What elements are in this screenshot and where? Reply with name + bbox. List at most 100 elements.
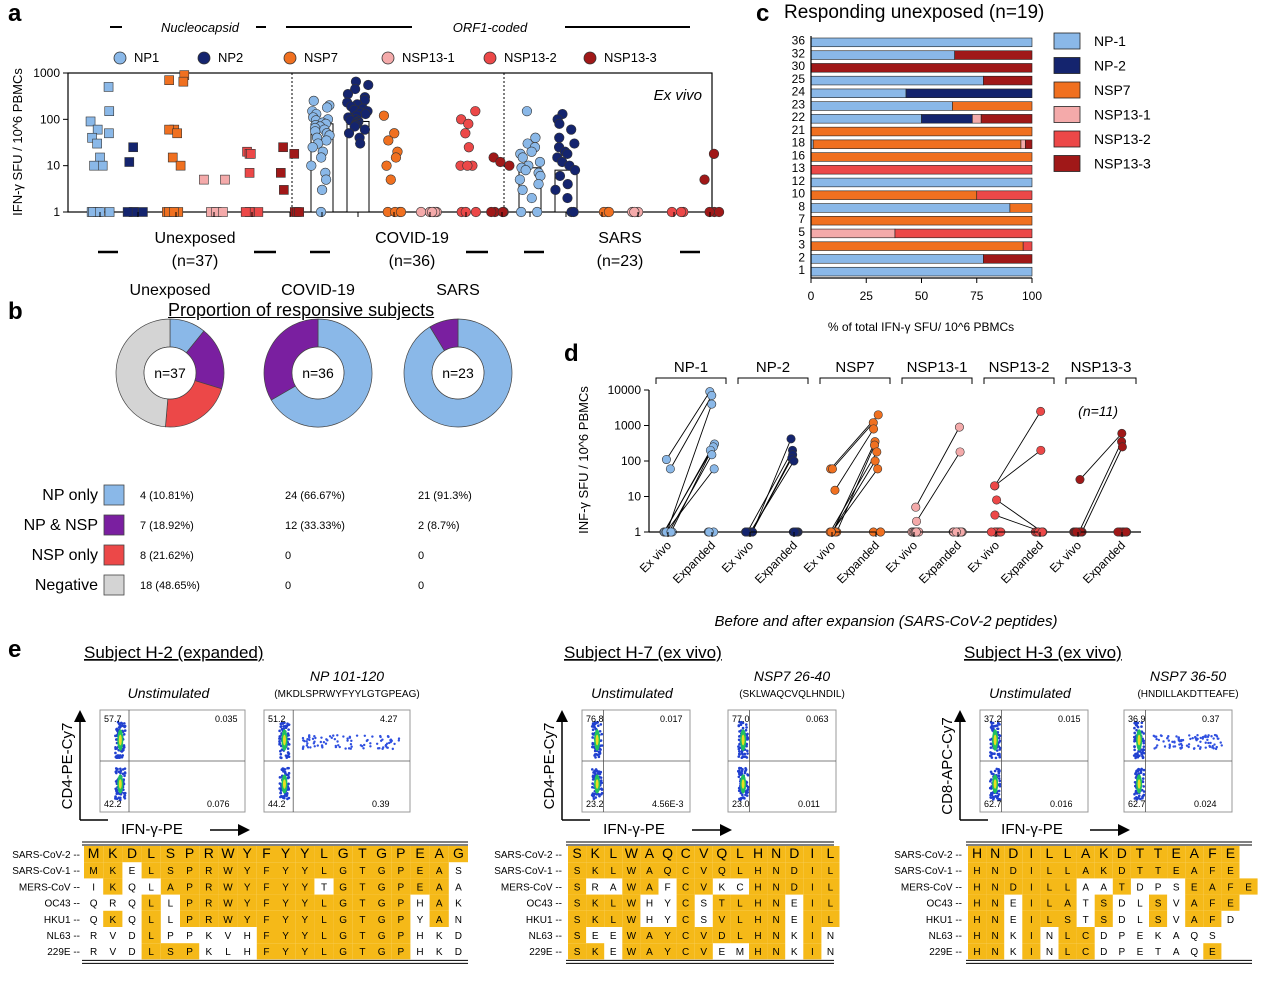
cell-dot	[122, 745, 126, 749]
residue: E	[415, 845, 424, 861]
data-point-np1	[517, 152, 528, 163]
data-point-nsp13-3	[708, 148, 720, 159]
peptide-name: NP 101-120	[310, 668, 384, 684]
group-name: NSP13-3	[1071, 359, 1132, 376]
residue: L	[827, 845, 835, 861]
data-point-np1	[306, 160, 317, 171]
pair-line	[668, 454, 713, 533]
data-point-np1	[89, 160, 99, 171]
data-point-nsp13-3	[294, 207, 305, 217]
group-name: NSP13-1	[907, 359, 968, 376]
cell-dot-positive	[334, 744, 338, 748]
residue: V	[719, 915, 726, 926]
cell-dot-positive	[1207, 734, 1210, 737]
cell-dot-positive	[376, 747, 380, 750]
data-point-np1	[526, 192, 537, 204]
residue: P	[397, 882, 404, 893]
residue: A	[1209, 882, 1216, 893]
residue: Y	[244, 899, 251, 910]
cell-dot	[591, 722, 595, 725]
cell-dot-positive	[1157, 738, 1161, 742]
residue-highlight	[141, 846, 161, 863]
bar-segment-np-1	[810, 88, 907, 98]
density-peak	[741, 734, 745, 746]
data-point-expanded	[707, 399, 717, 409]
data-point-ex-vivo	[1075, 475, 1085, 485]
cell-dot-positive	[393, 742, 396, 746]
residue-highlight	[160, 862, 180, 879]
bar-segment-nsp13-3	[983, 254, 1033, 264]
cell-dot	[119, 771, 122, 775]
residue: T	[359, 947, 365, 958]
residue: P	[186, 882, 193, 893]
cell-dot-positive	[371, 735, 374, 738]
residue-highlight	[968, 862, 987, 879]
cell-dot-positive	[1185, 744, 1189, 747]
residue: S	[574, 866, 581, 877]
residue: P	[167, 931, 174, 942]
residue: Y	[282, 931, 289, 942]
residue: E	[719, 947, 726, 958]
residue-highlight	[84, 846, 104, 863]
residue-highlight	[1149, 862, 1168, 879]
cell-dot-positive	[1208, 744, 1211, 748]
residue-highlight	[640, 927, 659, 944]
residue-highlight	[803, 846, 822, 863]
residue-highlight	[1076, 943, 1095, 960]
pair-line	[749, 460, 795, 533]
cell-dot-positive	[328, 735, 332, 738]
residue: L	[1064, 845, 1072, 861]
data-point-np1	[315, 206, 327, 218]
residue-highlight	[372, 862, 392, 879]
residue: T	[358, 845, 367, 861]
residue-highlight	[372, 894, 392, 911]
residue-highlight	[658, 862, 677, 879]
species-name: SARS-CoV-2 --	[494, 850, 562, 861]
group-bracket	[983, 377, 1055, 384]
cell-dot	[746, 752, 749, 755]
cell-dot	[737, 775, 741, 779]
data-point-nsp13-2	[463, 142, 474, 153]
data-point-nsp7	[175, 160, 186, 171]
residue: H	[754, 882, 761, 893]
residue-highlight	[640, 878, 659, 895]
residue: P	[397, 947, 404, 958]
cell-dot-positive	[1213, 743, 1216, 746]
residue-highlight	[1040, 894, 1059, 911]
cell-dot	[1141, 780, 1145, 784]
residue: I	[1030, 915, 1033, 926]
residue-highlight	[1094, 894, 1113, 911]
residue: H	[646, 899, 653, 910]
residue: H	[973, 915, 980, 926]
y-axis-title: CD4-PE-Cy7	[59, 723, 76, 810]
cell-dot	[592, 724, 596, 727]
residue: H	[754, 866, 761, 877]
data-point-nsp7	[178, 76, 189, 87]
cell-dot	[114, 747, 117, 751]
residue-highlight	[767, 894, 786, 911]
residue-highlight	[1185, 862, 1204, 879]
data-point-np1	[87, 132, 97, 143]
residue-highlight	[333, 910, 353, 927]
residue-highlight	[568, 894, 587, 911]
residue: P	[186, 931, 193, 942]
residue-highlight	[767, 846, 786, 863]
residue: F	[664, 882, 670, 893]
cell-dot	[116, 720, 120, 724]
cell-dot-positive	[1197, 744, 1200, 748]
residue: Y	[244, 915, 251, 926]
data-point-nsp13-1	[199, 174, 209, 185]
cell-dot-positive	[362, 747, 365, 750]
cell-dot	[286, 754, 290, 758]
residue-highlight	[767, 943, 786, 960]
cell-dot	[278, 787, 281, 790]
legend-label-np2: NP2	[218, 50, 243, 65]
data-point-nsp7	[383, 135, 394, 146]
cell-dot-positive	[316, 744, 319, 747]
cell-dot-positive	[1178, 743, 1181, 746]
cell-dot-positive	[386, 735, 390, 738]
row-label: 7	[798, 212, 805, 226]
cell-dot	[597, 755, 601, 759]
residue: P	[396, 845, 405, 861]
residue-highlight	[821, 894, 840, 911]
